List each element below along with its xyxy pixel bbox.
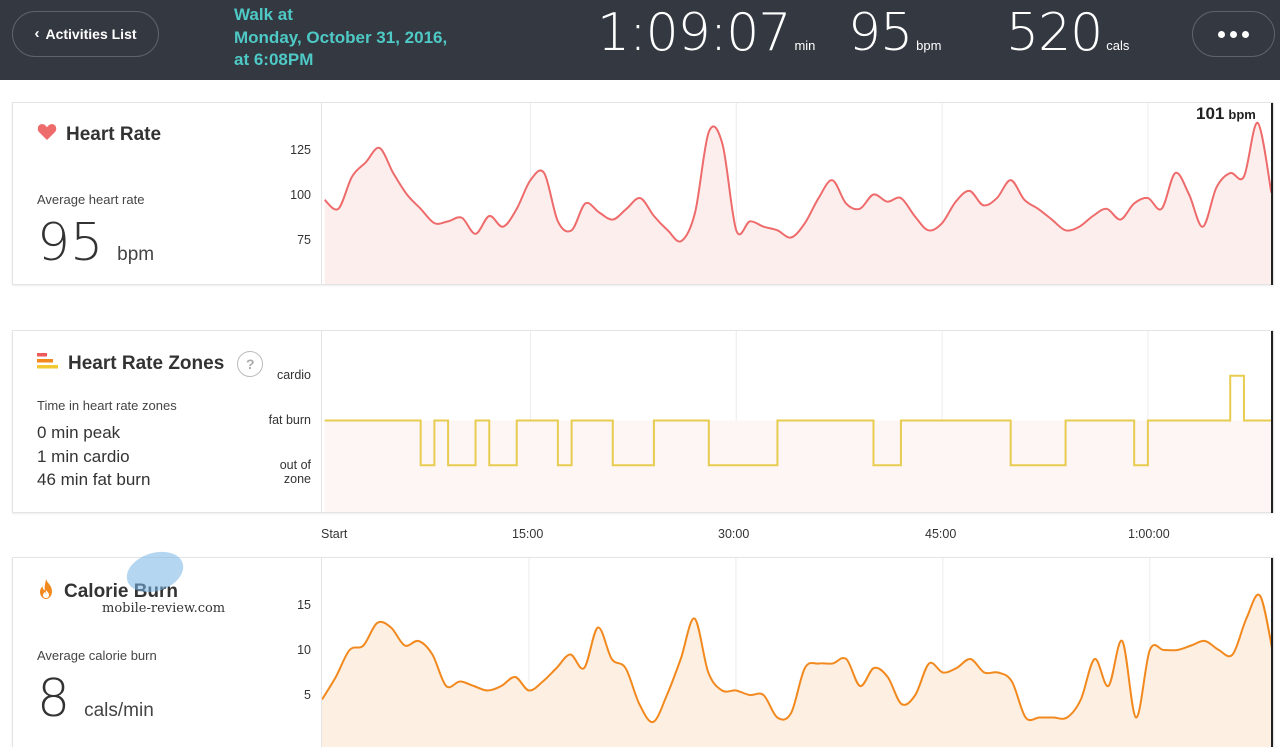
more-dot-icon [1242,30,1249,38]
duration-unit: min [794,38,816,53]
zone-level-cardio: cardio [276,368,311,382]
heart-rate-subtitle: Average heart rate [37,192,145,207]
watermark-text: mobile-review.com [102,601,226,616]
calorie-burn-chart-svg [322,558,1273,747]
heart-rate-chart-svg [323,103,1273,284]
calorie-average-unit: cals/min [84,700,154,721]
heart-rate-line [323,121,1273,243]
calories-stat: 520 cals [1006,4,1129,62]
zone-level-out: out of zone [279,458,311,486]
zones-subtitle: Time in heart rate zones [37,398,177,413]
hr-y-tick: 100 [290,188,311,202]
activity-title: Walk at Monday, October 31, 2016, at 6:0… [234,4,447,72]
back-label: Activities List [45,26,137,42]
time-cursor-line[interactable] [1271,331,1273,513]
cal-y-tick: 10 [297,643,311,657]
zones-step-line [324,374,1272,467]
time-axis-tick: 45:00 [925,527,957,541]
zone-fatburn-time: 46 min fat burn [37,470,151,489]
heart-rate-average-unit: bpm [117,244,155,265]
more-options-button[interactable] [1192,11,1275,57]
zones-bars-icon [37,352,59,376]
zones-summary: 0 min peak 1 min cardio 46 min fat burn [37,421,150,492]
more-dot-icon [1230,30,1237,38]
time-cursor-line[interactable] [1271,103,1273,285]
heart-rate-title-text: Heart Rate [66,124,162,145]
cal-y-tick: 15 [297,598,311,612]
zones-area-fill [324,420,1272,512]
calorie-burn-card: Calorie Burn Average calorie burn 8 cals… [12,557,1274,747]
heart-rate-card: Heart Rate Average heart rate 95 bpm 125… [12,102,1274,285]
time-axis-tick: Start [321,527,348,541]
heart-rate-zones-chart-svg [324,331,1272,512]
heart-rate-zones-card: Heart Rate Zones ? Time in heart rate zo… [12,330,1274,513]
duration-stat: 1:09:07 min [597,4,815,62]
help-icon[interactable]: ? [237,351,264,377]
heart-rate-average-value: 95 [37,213,104,273]
cal-y-tick: 5 [304,688,311,702]
calorie-area-fill [322,594,1273,747]
heart-icon [37,123,57,147]
activity-header: ‹ Activities List Walk at Monday, Octobe… [0,0,1280,80]
heart-rate-zones-chart[interactable] [321,331,1273,512]
zones-title-text: Heart Rate Zones [68,353,225,374]
duration-value: 1:09:07 [597,3,791,63]
heart-rate-title: Heart Rate [37,123,161,147]
time-axis-tick: 15:00 [512,527,544,541]
more-dot-icon [1218,30,1225,38]
heart-rate-area-fill [324,122,1272,284]
heart-rate-chart[interactable] [321,103,1273,284]
heart-rate-average: 95 bpm [37,217,154,269]
zone-peak-time: 0 min peak [37,423,121,442]
heart-rate-peak-value: 101 [1196,104,1225,123]
heart-rate-unit: bpm [916,38,942,53]
heart-rate-value: 95 [848,3,913,63]
activity-title-line3: at 6:08PM [234,50,314,69]
zones-title: Heart Rate Zones ? [37,351,264,377]
heart-rate-peak-label: 101 bpm [1196,104,1256,124]
calories-unit: cals [1106,38,1130,53]
time-cursor-line[interactable] [1271,558,1273,747]
zone-cardio-time: 1 min cardio [37,446,130,466]
hr-y-tick: 75 [297,233,311,247]
activity-title-line2: Monday, October 31, 2016, [234,27,448,47]
calories-value: 520 [1006,3,1103,63]
activities-list-button[interactable]: ‹ Activities List [12,11,159,57]
heart-rate-peak-unit: bpm [1228,107,1256,122]
zone-level-fatburn: fat burn [268,413,311,427]
calorie-average: 8 cals/min [37,673,154,725]
time-axis-tick: 1:00:00 [1128,527,1170,541]
calorie-burn-chart[interactable] [321,558,1273,747]
flame-icon [37,578,55,606]
calorie-average-value: 8 [37,669,71,729]
time-axis-tick: 30:00 [718,527,750,541]
hr-y-tick: 125 [290,143,311,157]
calorie-line [322,593,1273,724]
calorie-subtitle: Average calorie burn [37,648,157,663]
heart-rate-stat: 95 bpm [848,4,941,62]
activity-title-line1: Walk at [234,5,293,24]
chevron-left-icon: ‹ [34,24,40,42]
